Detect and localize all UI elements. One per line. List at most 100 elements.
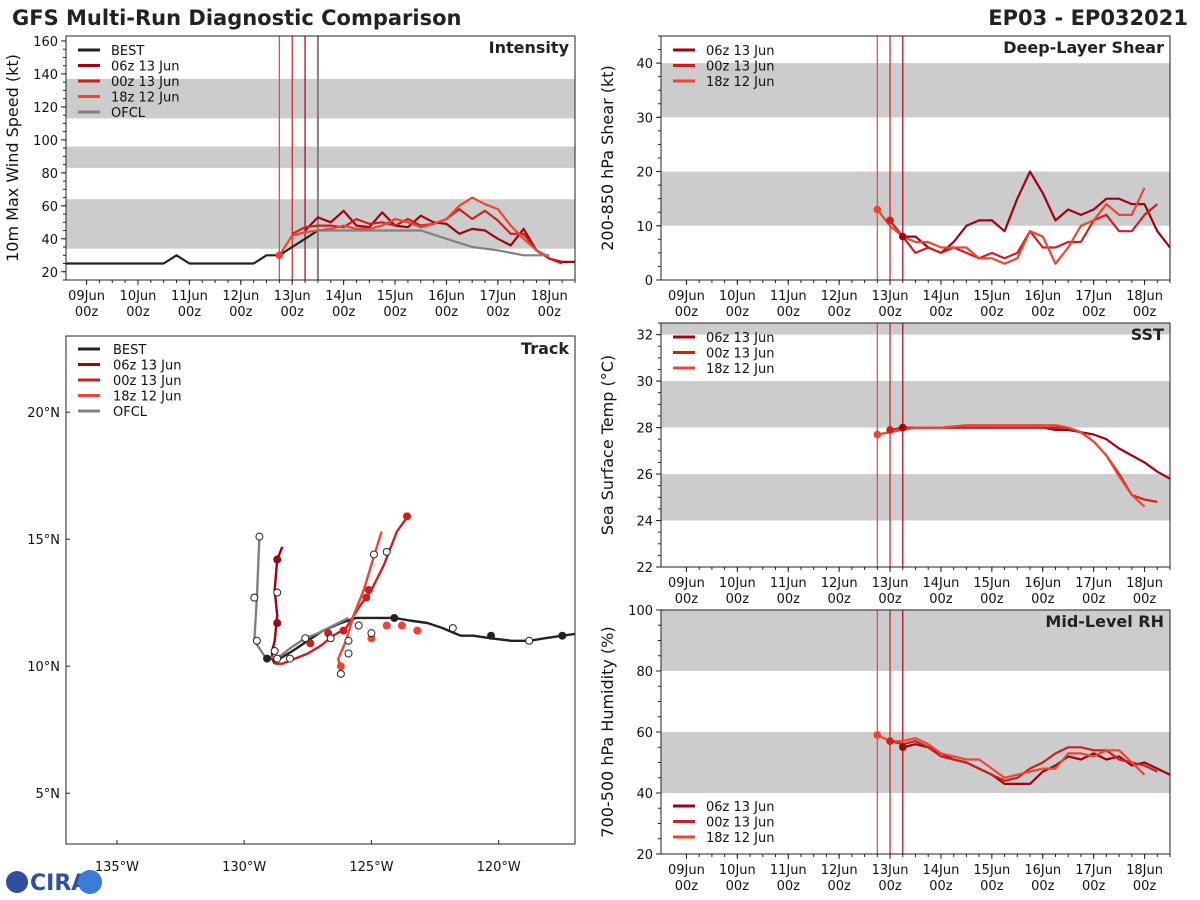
- sst-xtick-label-day: 09Jun: [668, 576, 705, 591]
- sst-legend-label: 00z 13 Jun: [706, 347, 775, 362]
- shear-xtick-label-day: 10Jun: [719, 289, 756, 304]
- shear-series-run18z-line: [876, 187, 1146, 265]
- sst-xtick-label-day: 15Jun: [973, 576, 1010, 591]
- shear-panel: 01020304009Jun00z10Jun00z11Jun00z12Jun00…: [598, 35, 1171, 320]
- rh-ytick-label: 80: [636, 665, 653, 680]
- intensity-series-run06z-line: [304, 209, 575, 263]
- track-mark-ofcl-4: [273, 654, 282, 663]
- intensity-ylabel: 10m Max Wind Speed (kt): [3, 54, 22, 262]
- shear-xtick-label-day: 14Jun: [923, 289, 960, 304]
- intensity-plot-area: [66, 36, 575, 280]
- intensity-ytick-label: 80: [41, 167, 58, 182]
- sst-ytick-label: 32: [636, 329, 653, 344]
- track-mark-run18z-1: [397, 621, 406, 630]
- shear-xtick-label-hour: 00z: [1133, 305, 1157, 320]
- track-series-best-line: [267, 616, 575, 660]
- sst-xtick-label-hour: 00z: [1133, 592, 1157, 607]
- track-mark-ofcl-11: [354, 621, 363, 630]
- track-mark-run06z-1: [273, 619, 282, 628]
- track-mark-ofcl-15: [273, 588, 282, 597]
- intensity-xtick-label-hour: 00z: [178, 305, 202, 320]
- sst-legend-label: 06z 13 Jun: [706, 331, 775, 346]
- rh-xtick-label-day: 09Jun: [668, 863, 705, 878]
- shear-xtick-label-hour: 00z: [827, 305, 851, 320]
- rh-xtick-label-day: 11Jun: [770, 863, 807, 878]
- sst-ylabel: Sea Surface Temp (°C): [598, 355, 617, 535]
- shear-xtick-label-hour: 00z: [929, 305, 953, 320]
- rh-ylabel: 700-500 hPa Humidity (%): [598, 626, 617, 837]
- rh-xtick-label-hour: 00z: [777, 879, 801, 894]
- shear-xtick-label-hour: 00z: [777, 305, 801, 320]
- track-mark-best-0: [558, 631, 567, 640]
- shear-ylabel: 200-850 hPa Shear (kt): [598, 65, 617, 251]
- sst-xtick-label-hour: 00z: [980, 592, 1004, 607]
- sst-xtick-label-day: 13Jun: [872, 576, 909, 591]
- intensity-legend-label: OFCL: [111, 106, 146, 121]
- intensity-xtick-label-hour: 00z: [75, 305, 99, 320]
- sst-xtick-label-hour: 00z: [777, 592, 801, 607]
- sst-band-0: [661, 474, 1170, 521]
- track-mark-ofcl-2: [252, 636, 261, 645]
- nasa-logo-icon: [78, 870, 102, 894]
- track-ytick-label: 20°N: [27, 406, 60, 421]
- sst-init-point-0: [873, 430, 882, 439]
- intensity-legend-label: 18z 12 Jun: [111, 91, 180, 106]
- intensity-ytick-label: 100: [33, 134, 58, 149]
- rh-xtick-label-day: 14Jun: [923, 863, 960, 878]
- rh-xtick-label-day: 18Jun: [1126, 863, 1163, 878]
- shear-xtick-label-day: 16Jun: [1024, 289, 1061, 304]
- sst-xtick-label-hour: 00z: [827, 592, 851, 607]
- sst-ytick-label: 26: [636, 468, 653, 483]
- rh-xtick-label-day: 13Jun: [872, 863, 909, 878]
- rh-panel: 2040608010009Jun00z10Jun00z11Jun00z12Jun…: [598, 604, 1171, 894]
- rh-legend-label: 06z 13 Jun: [706, 800, 775, 815]
- track-mark-run00z-5: [306, 639, 315, 648]
- track-series-ofcl-line: [253, 536, 350, 660]
- intensity-xtick-label-day: 13Jun: [274, 289, 311, 304]
- track-mark-run00z-1: [364, 586, 373, 594]
- rh-xtick-label-hour: 00z: [878, 879, 902, 894]
- track-mark-run18z-2: [382, 621, 391, 630]
- track-mark-ofcl-7: [326, 634, 335, 643]
- intensity-xtick-label-day: 15Jun: [377, 289, 414, 304]
- track-mark-ofcl-8: [336, 669, 345, 678]
- intensity-xtick-label-day: 16Jun: [428, 289, 465, 304]
- shear-ytick-label: 10: [636, 220, 653, 235]
- rh-legend-label: 00z 13 Jun: [706, 816, 775, 831]
- sst-xtick-label-hour: 00z: [929, 592, 953, 607]
- track-mark-run18z-0: [413, 626, 422, 635]
- track-series-run18z-line: [337, 531, 383, 672]
- rh-xtick-label-hour: 00z: [827, 879, 851, 894]
- sst-xtick-label-day: 11Jun: [770, 576, 807, 591]
- track-legend-label: BEST: [113, 343, 146, 358]
- sst-ytick-label: 30: [636, 375, 653, 390]
- intensity-band-1: [66, 146, 575, 168]
- intensity-xtick-label-hour: 00z: [383, 305, 407, 320]
- shear-series-run00z-line: [889, 203, 1159, 260]
- shear-xtick-label-day: 15Jun: [973, 289, 1010, 304]
- intensity-xtick-label-day: 12Jun: [222, 289, 259, 304]
- intensity-series-ofcl-line: [317, 229, 550, 257]
- track-mark-run00z-2: [362, 593, 371, 602]
- track-mark-run00z-3: [339, 626, 348, 635]
- intensity-band-2: [66, 78, 575, 119]
- track-ytick-label: 5°N: [36, 787, 61, 802]
- rh-xtick-label-hour: 00z: [1031, 879, 1055, 894]
- track-mark-ofcl-10: [344, 636, 353, 645]
- rh-plot-area: [661, 610, 1170, 854]
- intensity-ytick-label: 60: [41, 200, 58, 215]
- track-mark-run06z-0: [273, 555, 282, 564]
- sst-xtick-label-day: 10Jun: [719, 576, 756, 591]
- shear-xtick-label-day: 13Jun: [872, 289, 909, 304]
- intensity-xtick-label-day: 10Jun: [120, 289, 157, 304]
- intensity-ytick-label: 40: [41, 233, 58, 248]
- shear-xtick-label-hour: 00z: [980, 305, 1004, 320]
- track-mark-best-1: [525, 636, 534, 645]
- track-panel: 135°W 130°W 125°W 120°W 5°N 10°N 15°N 20°N Track…: [27, 335, 576, 875]
- track-mark-ofcl-14: [382, 547, 391, 556]
- sst-xtick-label-hour: 00z: [675, 592, 699, 607]
- rh-xtick-label-day: 17Jun: [1075, 863, 1112, 878]
- shear-xtick-label-day: 17Jun: [1075, 289, 1112, 304]
- rh-xtick-label-day: 15Jun: [973, 863, 1010, 878]
- sst-title: SST: [1131, 325, 1164, 344]
